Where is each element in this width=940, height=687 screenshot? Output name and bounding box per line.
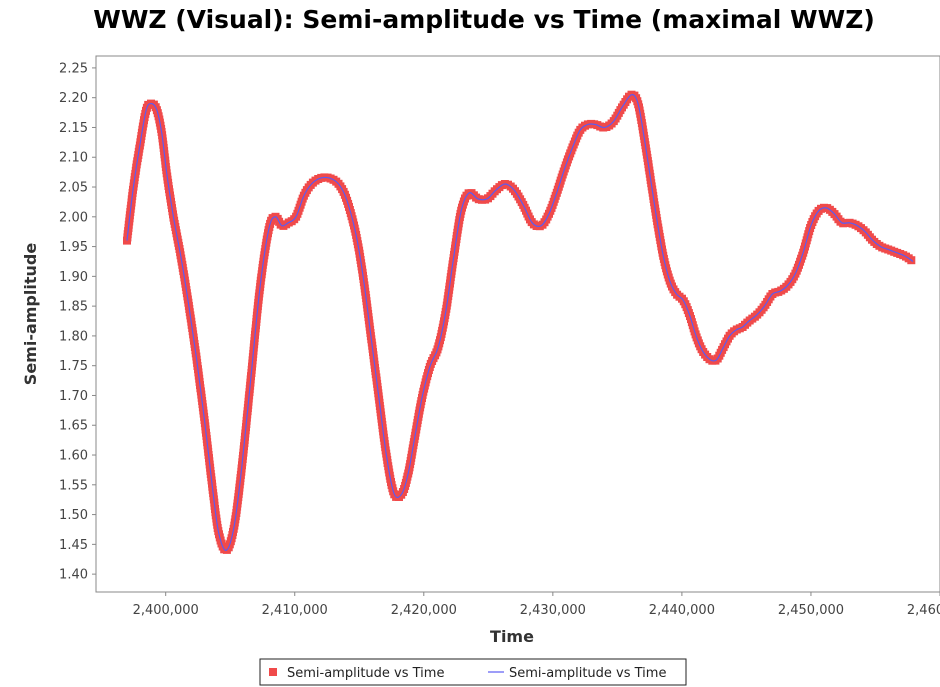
- y-tick-label: 2.15: [59, 121, 88, 136]
- x-tick-label: 2,450,000: [778, 603, 844, 618]
- y-tick-label: 1.65: [59, 419, 88, 434]
- y-tick-label: 1.70: [59, 389, 88, 404]
- y-tick-label: 1.95: [59, 240, 88, 255]
- y-tick-label: 2.20: [59, 91, 88, 106]
- x-tick-label: 2,440,000: [649, 603, 715, 618]
- legend-label-markers: Semi-amplitude vs Time: [287, 666, 444, 681]
- plot-border: [95, 55, 940, 593]
- x-tick-label: 2,400,000: [133, 603, 199, 618]
- y-tick-label: 1.45: [59, 538, 88, 553]
- x-tick-label: 2,420,000: [391, 603, 457, 618]
- plot-area: [95, 55, 940, 593]
- legend-box: [259, 658, 687, 686]
- x-tick-label: 2,430,000: [520, 603, 586, 618]
- y-axis-ticks: 1.40 1.45 1.50 1.55 1.60 1.65 1.70 1.75 1.80 1.85…: [59, 61, 96, 583]
- y-tick-label: 2.10: [59, 151, 88, 166]
- y-tick-label: 2.25: [59, 61, 88, 76]
- x-axis-label: Time: [490, 627, 534, 646]
- y-tick-label: 1.90: [59, 270, 88, 285]
- y-tick-label: 1.50: [59, 508, 88, 523]
- x-tick-label: 2,460,000: [907, 603, 940, 618]
- y-tick-label: 2.00: [59, 210, 88, 225]
- x-axis-ticks: 2,400,000 2,410,000 2,420,000 2,430,000 2,44…: [133, 592, 940, 618]
- y-axis-label: Semi-amplitude: [21, 243, 40, 386]
- legend-label-line: Semi-amplitude vs Time: [509, 666, 666, 681]
- y-tick-label: 1.85: [59, 300, 88, 315]
- data-series: [123, 90, 916, 554]
- x-tick-label: 2,410,000: [262, 603, 328, 618]
- y-tick-label: 1.60: [59, 449, 88, 464]
- y-tick-label: 1.55: [59, 478, 88, 493]
- y-tick-label: 1.75: [59, 359, 88, 374]
- y-tick-label: 1.40: [59, 568, 88, 583]
- legend: Semi-amplitude vs Time Semi-amplitude vs …: [259, 658, 687, 686]
- y-tick-label: 1.80: [59, 329, 88, 344]
- y-tick-label: 2.05: [59, 181, 88, 196]
- series-line: [126, 94, 914, 551]
- chart-title: WWZ (Visual): Semi-amplitude vs Time (ma…: [93, 5, 875, 34]
- legend-marker-swatch: [269, 668, 277, 676]
